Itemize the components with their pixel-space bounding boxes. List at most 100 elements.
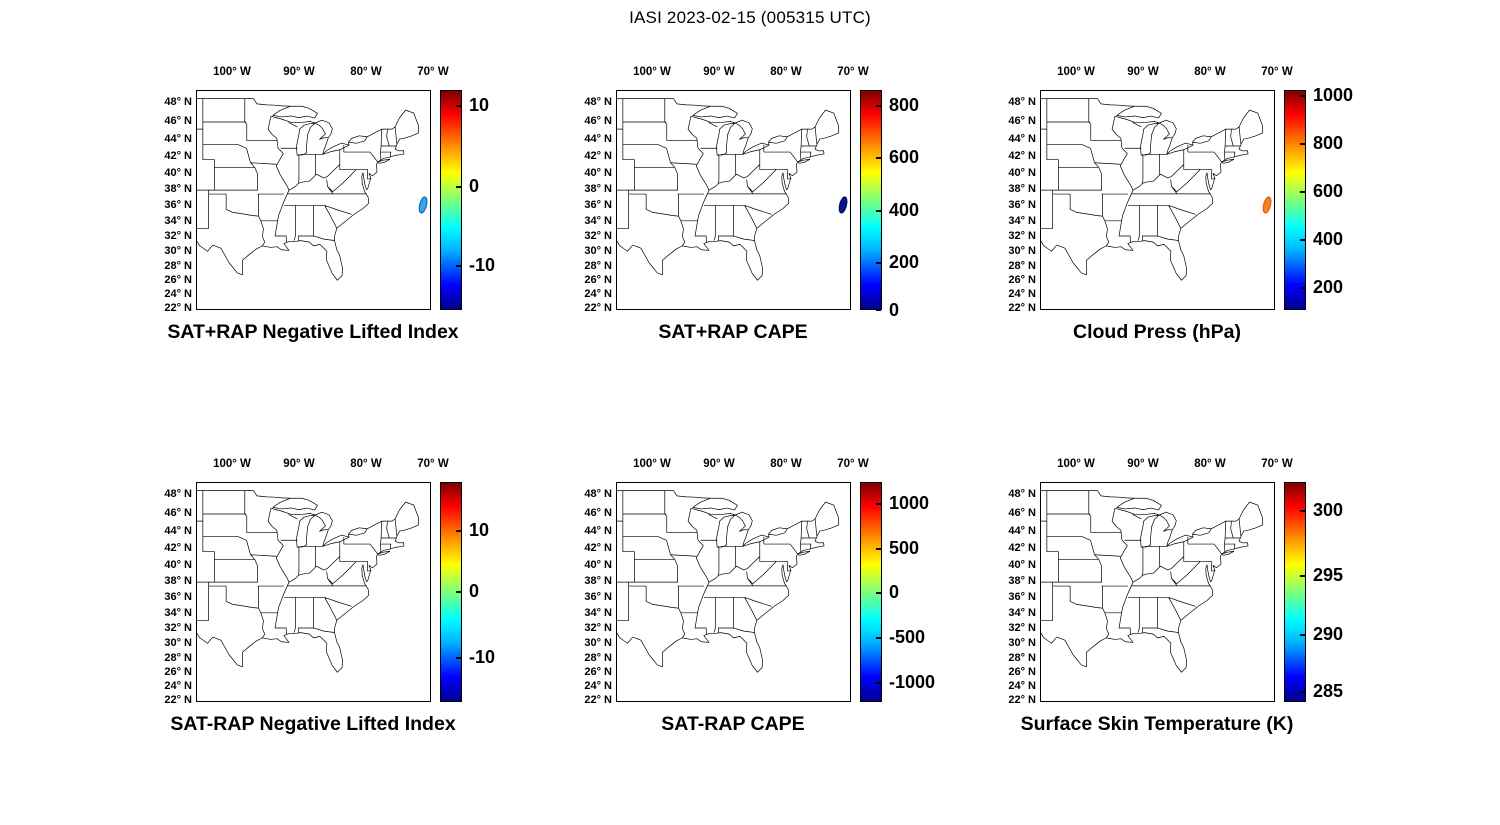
lat-label: 32° N bbox=[164, 230, 192, 243]
lat-label: 46° N bbox=[164, 506, 192, 519]
lat-label: 26° N bbox=[584, 665, 612, 678]
us-map bbox=[1041, 490, 1263, 673]
lon-label: 80° W bbox=[350, 458, 382, 470]
lat-label: 26° N bbox=[1008, 273, 1036, 286]
lat-label: 34° N bbox=[1008, 606, 1036, 619]
lon-label: 80° W bbox=[1194, 66, 1226, 78]
lat-label: 34° N bbox=[164, 606, 192, 619]
lat-label: 46° N bbox=[584, 114, 612, 127]
lat-label: 44° N bbox=[1008, 524, 1036, 537]
colorbar-tick bbox=[1300, 691, 1305, 693]
lat-label: 44° N bbox=[584, 132, 612, 145]
colorbar-tick bbox=[456, 591, 461, 594]
lat-label: 26° N bbox=[164, 665, 192, 678]
lat-label: 34° N bbox=[1008, 214, 1036, 227]
lat-label: 22° N bbox=[164, 693, 192, 706]
lon-label: 90° W bbox=[283, 458, 315, 470]
lat-label: 36° N bbox=[164, 199, 192, 212]
lat-label: 44° N bbox=[1008, 132, 1036, 145]
lat-label: 28° N bbox=[584, 651, 612, 664]
colorbar-tick-label: 0 bbox=[889, 582, 900, 602]
lon-label: 90° W bbox=[1127, 458, 1159, 470]
colorbar bbox=[860, 482, 882, 702]
observation-blob bbox=[418, 196, 428, 214]
lat-label: 30° N bbox=[1008, 244, 1036, 257]
colorbar-tick-label: 295 bbox=[1313, 565, 1344, 586]
lat-label: 46° N bbox=[584, 506, 612, 519]
lat-label: 48° N bbox=[584, 488, 612, 501]
lon-label: 90° W bbox=[703, 66, 735, 78]
observation-blob bbox=[1262, 196, 1272, 214]
lat-label: 26° N bbox=[164, 273, 192, 286]
lon-label: 100° W bbox=[213, 458, 251, 470]
colorbar-tick-label: 500 bbox=[889, 538, 920, 558]
panel-satrap-minus-nli: 100° W 90° W 80° W 70° W 48° N 46° N 44° N 42° … bbox=[136, 452, 596, 757]
lat-label: 30° N bbox=[1008, 636, 1036, 649]
lon-label: 100° W bbox=[213, 66, 251, 78]
map-frame bbox=[616, 90, 851, 310]
lat-label: 28° N bbox=[1008, 651, 1036, 664]
colorbar-tick bbox=[1300, 634, 1305, 637]
colorbar-tick bbox=[456, 104, 461, 107]
colorbar-tick-label: 0 bbox=[469, 175, 480, 196]
lat-label: 24° N bbox=[1008, 287, 1036, 300]
lat-label: 42° N bbox=[584, 150, 612, 163]
colorbar-tick-label: 10 bbox=[469, 519, 490, 540]
lat-label: 34° N bbox=[584, 606, 612, 619]
us-map bbox=[197, 490, 419, 673]
lon-label: 80° W bbox=[770, 458, 802, 470]
colorbar-tick-label: 0 bbox=[889, 300, 900, 320]
lat-label: 30° N bbox=[164, 244, 192, 257]
lat-label: 36° N bbox=[164, 591, 192, 604]
colorbar-tick-label: 800 bbox=[889, 94, 920, 115]
lat-label: 30° N bbox=[164, 636, 192, 649]
colorbar-tick bbox=[876, 104, 881, 107]
lat-label: 44° N bbox=[164, 524, 192, 537]
lat-label: 48° N bbox=[1008, 488, 1036, 501]
map-frame bbox=[616, 482, 851, 702]
lat-label: 32° N bbox=[164, 622, 192, 635]
lat-label: 34° N bbox=[164, 214, 192, 227]
lat-label: 36° N bbox=[584, 199, 612, 212]
lat-label: 28° N bbox=[584, 259, 612, 272]
lat-label: 38° N bbox=[584, 183, 612, 196]
lat-label: 48° N bbox=[584, 96, 612, 109]
colorbar bbox=[440, 482, 462, 702]
lon-label: 70° W bbox=[1261, 66, 1293, 78]
colorbar bbox=[1284, 482, 1306, 702]
colorbar-tick bbox=[876, 682, 881, 685]
lon-label: 70° W bbox=[417, 66, 449, 78]
lat-label: 22° N bbox=[1008, 301, 1036, 314]
figure-title: IASI 2023-02-15 (005315 UTC) bbox=[629, 8, 871, 27]
colorbar-tick-label: -500 bbox=[889, 627, 926, 648]
lat-label: 48° N bbox=[164, 488, 192, 501]
colorbar-tick-label: 10 bbox=[469, 94, 490, 115]
lat-label: 40° N bbox=[1008, 559, 1036, 572]
lat-label: 24° N bbox=[1008, 679, 1036, 692]
lat-label: 46° N bbox=[1008, 506, 1036, 519]
panel-surface-skin-temp: 100° W 90° W 80° W 70° W 48° N 46° N 44° N 42° … bbox=[980, 452, 1440, 757]
lat-label: 28° N bbox=[1008, 259, 1036, 272]
map-frame bbox=[196, 90, 431, 310]
us-map bbox=[1041, 98, 1272, 281]
lat-label: 24° N bbox=[584, 679, 612, 692]
lat-label: 48° N bbox=[1008, 96, 1036, 109]
colorbar bbox=[1284, 90, 1306, 310]
colorbar-tick bbox=[1300, 95, 1305, 98]
observation-blob bbox=[838, 196, 848, 214]
colorbar-tick bbox=[876, 592, 881, 594]
colorbar-tick-label: 800 bbox=[1313, 133, 1344, 154]
colorbar-tick-label: -10 bbox=[469, 254, 496, 275]
colorbar-tick-label: 600 bbox=[889, 147, 920, 168]
lat-label: 40° N bbox=[584, 559, 612, 572]
lat-label: 24° N bbox=[584, 287, 612, 300]
panel-satrap-plus-nli: 100° W 90° W 80° W 70° W 48° N 46° N 44° N 42° … bbox=[136, 60, 596, 365]
map-frame bbox=[1040, 90, 1275, 310]
lon-label: 70° W bbox=[837, 66, 869, 78]
lat-label: 42° N bbox=[164, 542, 192, 555]
lat-label: 48° N bbox=[164, 96, 192, 109]
us-map bbox=[617, 98, 848, 281]
lon-label: 100° W bbox=[633, 458, 671, 470]
colorbar-tick-label: 1000 bbox=[889, 492, 930, 513]
colorbar-tick bbox=[876, 308, 881, 311]
